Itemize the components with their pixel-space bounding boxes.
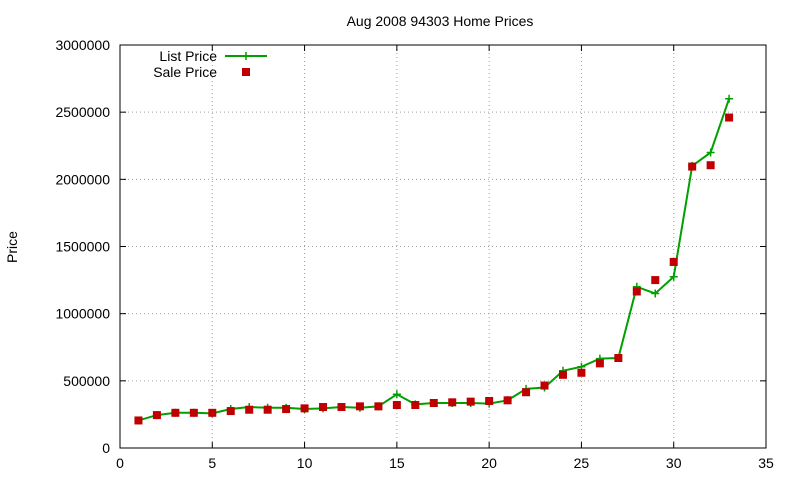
sale-price-point	[411, 401, 420, 410]
axis-ticks: 0 5 10 15 20 25 30 35 0 500000 1000000 1500000 20000…	[55, 37, 774, 471]
y-tick-label: 500000	[63, 373, 110, 389]
sale-price-point	[466, 397, 475, 406]
y-tick-label: 2500000	[55, 104, 110, 120]
series-sale-price	[134, 113, 734, 425]
chart-title: Aug 2008 94303 Home Prices	[347, 13, 534, 29]
legend-label-sale-price: Sale Price	[153, 64, 217, 80]
legend-label-list-price: List Price	[159, 48, 217, 64]
sale-price-point	[558, 370, 567, 379]
y-tick-label: 1000000	[55, 306, 110, 322]
sale-price-point	[595, 359, 604, 368]
y-tick-label: 2000000	[55, 171, 110, 187]
y-axis-label: Price	[4, 231, 20, 263]
sale-price-point	[208, 408, 217, 417]
legend-marker-sale-price	[242, 68, 250, 76]
sale-price-point	[725, 113, 734, 122]
x-tick-label: 0	[116, 455, 124, 471]
x-tick-label: 25	[574, 455, 590, 471]
list-price-point	[392, 390, 401, 399]
y-tick-label: 0	[102, 440, 110, 456]
sale-price-point	[651, 276, 660, 285]
sale-price-point	[688, 162, 697, 171]
legend: List Price Sale Price	[153, 48, 267, 80]
sale-price-point	[485, 396, 494, 405]
legend-marker-list-price	[242, 52, 250, 60]
x-tick-label: 20	[481, 455, 497, 471]
sale-price-point	[152, 411, 161, 420]
sale-price-point	[540, 381, 549, 390]
sale-price-point	[226, 407, 235, 416]
series-group	[134, 94, 734, 425]
list-price-point	[725, 94, 734, 103]
sale-price-point	[706, 161, 715, 170]
y-tick-label: 1500000	[55, 239, 110, 255]
sale-price-point	[300, 404, 309, 413]
sale-price-point	[448, 398, 457, 407]
sale-price-point	[614, 353, 623, 362]
x-tick-label: 15	[389, 455, 405, 471]
x-tick-label: 30	[666, 455, 682, 471]
x-tick-label: 5	[208, 455, 216, 471]
y-tick-label: 3000000	[55, 37, 110, 53]
sale-price-point	[337, 403, 346, 412]
sale-price-point	[577, 368, 586, 377]
sale-price-point	[429, 398, 438, 407]
sale-price-point	[632, 287, 641, 296]
sale-price-point	[189, 408, 198, 417]
sale-price-point	[263, 405, 272, 414]
list-price-line	[138, 98, 731, 422]
sale-price-point	[355, 402, 364, 411]
sale-price-point	[503, 396, 512, 405]
sale-price-point	[522, 388, 531, 397]
sale-price-point	[245, 405, 254, 414]
sale-price-point	[134, 416, 143, 425]
sale-price-point	[392, 401, 401, 410]
list-price-point	[651, 289, 660, 298]
x-tick-label: 10	[297, 455, 313, 471]
sale-price-point	[374, 402, 383, 411]
list-price-point	[669, 272, 678, 281]
sale-price-point	[669, 257, 678, 266]
x-tick-label: 35	[758, 455, 774, 471]
sale-price-point	[319, 403, 328, 412]
sale-price-point	[282, 405, 291, 414]
sale-price-point	[171, 408, 180, 417]
list-price-point	[706, 148, 715, 157]
grid	[120, 45, 766, 448]
series-list-price	[134, 94, 734, 425]
